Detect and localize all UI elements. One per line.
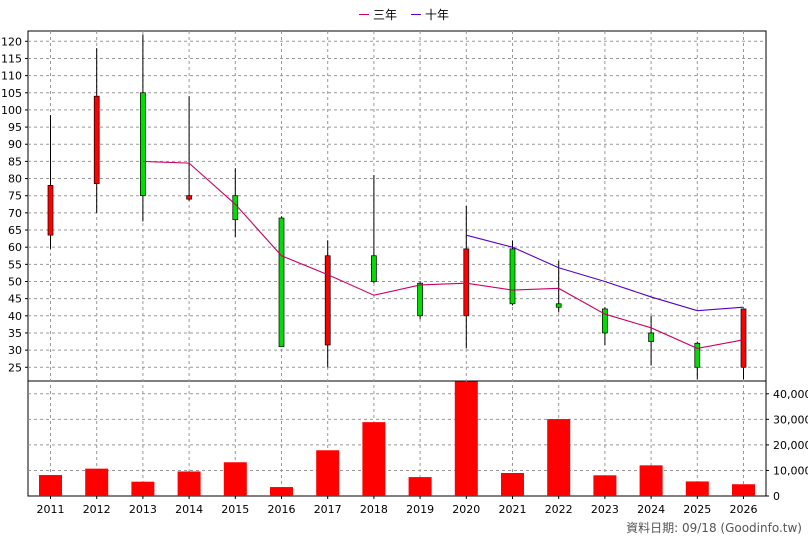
candle-body (186, 195, 192, 200)
volume-bar (316, 450, 340, 496)
volume-bar (501, 473, 524, 496)
x-tick-label: 2016 (268, 503, 296, 516)
x-tick-label: 2011 (37, 503, 65, 516)
candle-body (417, 282, 423, 317)
candle-body (47, 185, 54, 236)
volume-tick-label: 10,000 (773, 464, 808, 477)
candle-body (694, 342, 701, 368)
legend-label-ten-year: 十年 (425, 7, 450, 22)
price-tick-label: 40 (8, 310, 22, 323)
price-tick-label: 45 (8, 293, 22, 306)
x-tick-label: 2024 (637, 503, 665, 516)
price-tick-label: 110 (1, 70, 22, 83)
price-tick-label: 25 (8, 361, 22, 374)
volume-bar (408, 477, 432, 496)
candle-body (740, 308, 747, 368)
volume-bar (732, 484, 755, 496)
x-tick-label: 2014 (175, 503, 203, 516)
ten-year-line (466, 234, 744, 312)
x-tick-label: 2018 (360, 503, 388, 516)
legend-item-ten-year: 十年 (411, 6, 449, 22)
price-tick-label: 50 (8, 275, 22, 288)
price-tick-label: 105 (1, 87, 22, 100)
candle-body (648, 332, 654, 342)
x-tick-label: 2013 (129, 503, 157, 516)
candle-body (93, 95, 100, 185)
volume-tick-label: 20,000 (773, 439, 808, 452)
candle-body (232, 195, 239, 221)
price-tick-label: 115 (1, 52, 22, 65)
volume-bar (593, 475, 617, 496)
x-tick-label: 2017 (314, 503, 342, 516)
price-tick-label: 100 (1, 104, 22, 117)
volume-bar (177, 471, 201, 496)
price-tick-label: 90 (8, 138, 22, 151)
x-tick-label: 2025 (683, 503, 711, 516)
price-tick-label: 120 (1, 35, 22, 48)
x-tick-label: 2021 (499, 503, 527, 516)
data-date-note: 資料日期: 09/18 (Goodinfo.tw) (626, 521, 802, 535)
x-tick-label: 2020 (452, 503, 480, 516)
volume-bar (223, 462, 247, 496)
x-tick-label: 2019 (406, 503, 434, 516)
candle-body (509, 248, 516, 305)
candle-body (324, 255, 331, 346)
price-panel-frame (27, 30, 767, 382)
price-tick-label: 65 (8, 224, 22, 237)
volume-tick-label: 0 (773, 490, 780, 503)
price-tick-label: 80 (8, 173, 22, 186)
price-tick-label: 95 (8, 121, 22, 134)
volume-bar (85, 468, 109, 496)
candle-body (602, 308, 608, 334)
price-tick-label: 85 (8, 155, 22, 168)
volume-panel-frame (27, 380, 767, 497)
candle-body (140, 92, 146, 197)
price-tick-label: 35 (8, 327, 22, 340)
candle-body (278, 217, 285, 348)
legend-swatch-three-year (358, 13, 369, 15)
volume-bar (362, 422, 386, 496)
candle-body (371, 255, 377, 282)
price-tick-label: 60 (8, 241, 22, 254)
volume-bar (131, 481, 155, 496)
three-year-line (142, 160, 744, 349)
volume-bar (270, 487, 293, 496)
legend-label-three-year: 三年 (372, 7, 397, 22)
price-tick-label: 70 (8, 207, 22, 220)
volume-bar (454, 381, 478, 496)
x-tick-label: 2012 (83, 503, 111, 516)
volume-bar (685, 481, 709, 496)
x-tick-label: 2023 (591, 503, 619, 516)
x-tick-label: 2026 (730, 503, 758, 516)
volume-tick-label: 30,000 (773, 413, 808, 426)
volume-bar (639, 465, 663, 496)
legend-item-three-year: 三年 (358, 6, 397, 22)
volume-bar (547, 419, 571, 496)
legend-swatch-ten-year (411, 13, 421, 15)
x-tick-label: 2015 (221, 503, 249, 516)
volume-bar (39, 475, 62, 496)
x-tick-label: 2022 (545, 503, 573, 516)
price-tick-label: 75 (8, 190, 22, 203)
candle-body (463, 248, 470, 317)
price-tick-label: 55 (8, 258, 22, 271)
volume-tick-label: 40,000 (773, 388, 808, 401)
candle-body (555, 303, 562, 308)
chart-legend: 三年 十年 (0, 6, 808, 22)
price-tick-label: 30 (8, 344, 22, 357)
